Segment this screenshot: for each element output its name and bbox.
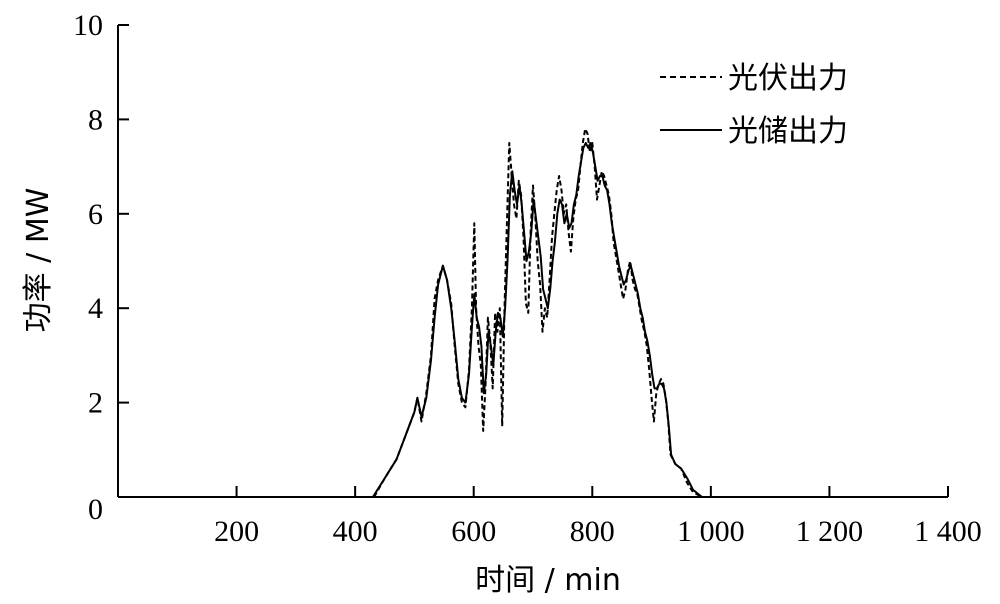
x-tick-label: 400 — [333, 515, 378, 548]
legend-label-pv-storage: 光储出力 — [728, 114, 848, 149]
series-layer — [372, 127, 703, 498]
legend-label-pv: 光伏出力 — [728, 61, 848, 96]
x-tick-label: 600 — [451, 515, 496, 548]
y-tick-label: 8 — [88, 103, 103, 136]
x-tick-label: 800 — [570, 515, 615, 548]
x-tick-label: 1 400 — [914, 515, 982, 548]
y-tick-label: 4 — [88, 292, 103, 325]
series-line-pv — [373, 127, 703, 498]
y-tick-label: 10 — [73, 9, 103, 42]
series-line-pv-storage — [372, 142, 703, 498]
y-tick-label: 2 — [88, 387, 103, 420]
axes: 200 400 600 800 1 000 1 200 1 400 0 2 4 6 8 10 — [73, 9, 982, 548]
x-axis-title: 时间 / min — [475, 563, 621, 598]
y-tick-label: 6 — [88, 198, 103, 231]
x-tick-label: 1 200 — [796, 515, 864, 548]
y-tick-label: 0 — [88, 493, 103, 526]
x-tick-label: 200 — [214, 515, 259, 548]
y-axis-title: 功率 / MW — [21, 188, 56, 333]
x-tick-label: 1 000 — [677, 515, 745, 548]
